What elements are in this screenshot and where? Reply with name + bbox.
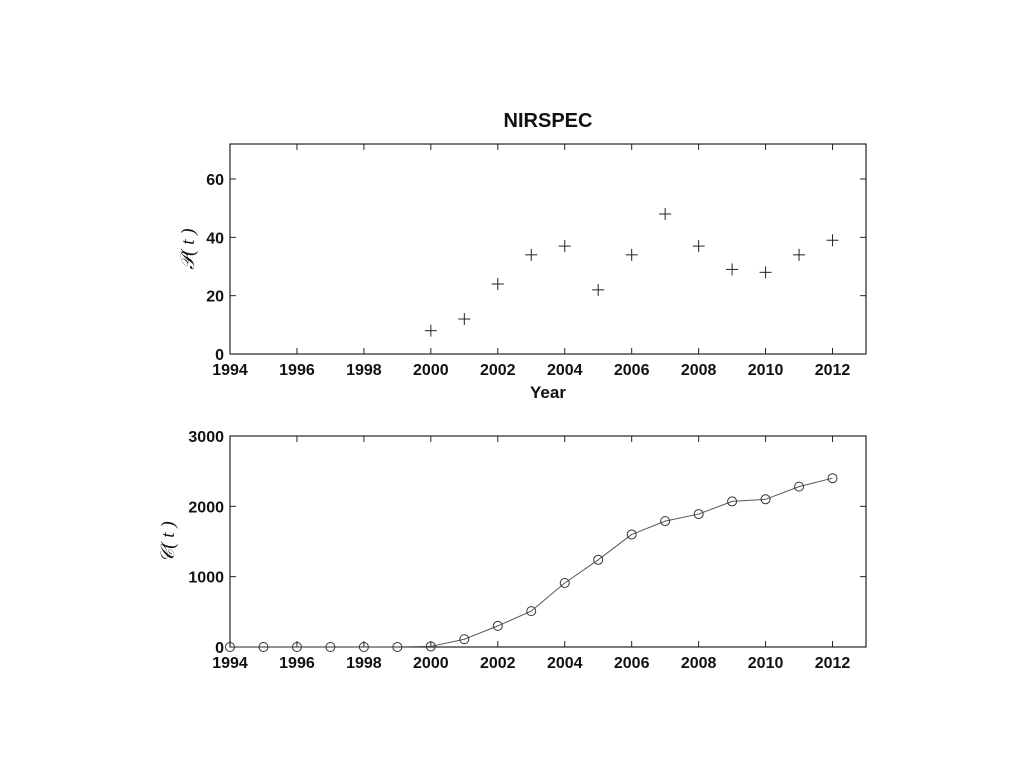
bottom-point	[660, 516, 671, 527]
top-x-tick-label: 2006	[614, 362, 650, 379]
top-x-tick-label: 1994	[212, 362, 248, 379]
bottom-y-tick-label: 3000	[188, 429, 224, 446]
top-point	[793, 248, 806, 261]
top-point	[558, 240, 571, 253]
top-x-tick-label: 2008	[681, 362, 717, 379]
top-plot-frame	[229, 143, 867, 355]
bottom-point	[225, 642, 235, 652]
bottom-point	[727, 496, 738, 507]
bottom-point	[291, 642, 302, 652]
bottom-point	[392, 642, 403, 652]
bottom-y-axis-label: 𝒞( t )	[158, 521, 179, 562]
bottom-point	[425, 641, 436, 652]
top-point	[759, 266, 772, 279]
bottom-y-tick-label: 2000	[188, 499, 224, 516]
top-point	[826, 234, 839, 247]
bottom-x-tick-label: 1998	[346, 655, 382, 670]
bottom-x-tick-label: 1996	[279, 655, 315, 670]
bottom-point	[492, 620, 503, 631]
top-axis-ticks: 1994 1996 1998 2000 2002 2004 2006 2008 2010 2012…	[206, 144, 866, 379]
bottom-x-tick-label: 1994	[212, 655, 248, 670]
top-point	[424, 324, 437, 337]
bottom-x-tick-label: 2004	[547, 655, 583, 670]
top-series-points	[424, 208, 839, 337]
bottom-x-tick-label: 2002	[480, 655, 516, 670]
top-point	[491, 278, 504, 290]
bottom-point	[258, 642, 269, 652]
bottom-point	[459, 634, 470, 645]
top-y-tick-label: 40	[206, 230, 224, 247]
top-point	[692, 240, 705, 253]
top-x-tick-label: 2010	[748, 362, 784, 379]
top-x-tick-label: 2004	[547, 362, 583, 379]
bottom-point	[827, 473, 838, 484]
bottom-series	[225, 473, 838, 652]
top-x-tick-label: 1998	[346, 362, 382, 379]
top-x-tick-label: 1996	[279, 362, 315, 379]
bottom-series-line	[230, 477, 833, 648]
top-point	[726, 263, 739, 276]
bottom-point	[693, 509, 704, 520]
top-x-tick-label: 2002	[480, 362, 516, 379]
bottom-point	[325, 642, 336, 652]
top-point	[592, 283, 605, 296]
bottom-point	[794, 481, 805, 492]
bottom-x-tick-label: 2008	[681, 655, 717, 670]
top-y-axis-label: 𝒫( t )	[178, 228, 199, 269]
top-point	[659, 208, 672, 220]
chart-title: NIRSPEC	[504, 110, 593, 132]
figure: NIRSPEC 1994 1996 1998 2000 2002 2004 2006 2008…	[152, 98, 872, 670]
bottom-axis-ticks: 1994 1996 1998 2000 2002 2004 2006 2008 2010 2012…	[188, 429, 866, 670]
bottom-y-tick-label: 1000	[188, 570, 224, 587]
top-x-tick-label: 2012	[815, 362, 851, 379]
top-y-tick-label: 20	[206, 289, 224, 306]
top-point	[525, 248, 538, 261]
bottom-point	[626, 529, 637, 540]
bottom-point	[593, 554, 604, 565]
top-x-axis-label: Year	[530, 383, 566, 402]
bottom-point	[559, 577, 570, 588]
top-point	[458, 313, 471, 325]
bottom-point	[526, 606, 537, 617]
top-y-tick-label: 60	[206, 172, 224, 189]
top-point	[625, 248, 638, 261]
bottom-x-tick-label: 2012	[815, 655, 851, 670]
bottom-x-tick-label: 2010	[748, 655, 784, 670]
bottom-x-tick-label: 2006	[614, 655, 650, 670]
bottom-plot-frame	[229, 435, 867, 648]
bottom-x-tick-label: 2000	[413, 655, 449, 670]
chart-canvas: NIRSPEC 1994 1996 1998 2000 2002 2004 2006 2008…	[158, 110, 867, 670]
bottom-y-tick-label: 0	[215, 640, 224, 657]
bottom-point	[760, 494, 771, 505]
bottom-point	[358, 642, 369, 652]
top-y-tick-label: 0	[215, 347, 224, 364]
top-x-tick-label: 2000	[413, 362, 449, 379]
